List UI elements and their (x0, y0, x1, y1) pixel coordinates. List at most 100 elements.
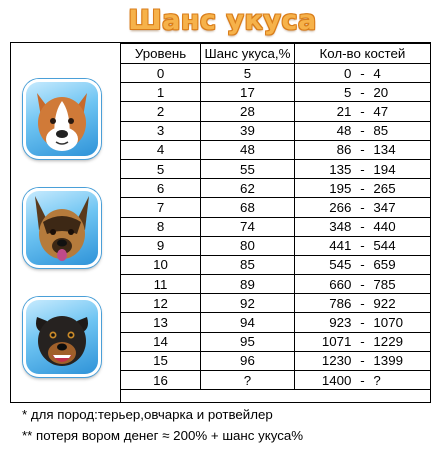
bones-max: 85 (373, 123, 389, 139)
bones-min: 1071 (321, 334, 352, 350)
cell-bite-chance: 17 (200, 82, 295, 103)
range-separator: - (360, 238, 365, 254)
cell-bones-range: 660-785 (293, 274, 432, 295)
bones-min: 441 (329, 238, 352, 254)
table-row: 13 94 923-1070 (119, 312, 432, 333)
table-row: 15 96 1230-1399 (119, 350, 432, 372)
cell-bones-range: 545-659 (293, 254, 432, 276)
bones-max: 4 (373, 65, 381, 81)
cell-level: 10 (119, 254, 202, 276)
footnotes: * для пород:терьер,овчарка и ротвейлер *… (22, 404, 442, 446)
range-separator: - (360, 65, 365, 81)
bones-max: 1070 (373, 315, 403, 331)
bones-max: 544 (373, 238, 396, 254)
cell-level: 11 (119, 274, 202, 295)
cell-bite-chance: ? (200, 369, 295, 391)
table-row: 4 48 86-134 (119, 139, 432, 160)
bones-min: 923 (329, 315, 352, 331)
cell-bite-chance: 62 (200, 178, 295, 199)
range-separator: - (360, 142, 365, 158)
range-separator: - (360, 180, 365, 196)
cell-bones-range: 86-134 (293, 139, 432, 160)
range-separator: - (360, 257, 365, 273)
table-row: 11 89 660-785 (119, 274, 432, 295)
cell-bite-chance: 39 (200, 120, 295, 141)
table-row: 12 92 786-922 (119, 293, 432, 314)
bones-min: 266 (329, 199, 352, 215)
cell-bones-range: 786-922 (293, 293, 432, 314)
cell-bite-chance: 68 (200, 197, 295, 218)
cell-bite-chance: 89 (200, 274, 295, 295)
cell-bones-range: 1071-1229 (293, 331, 432, 352)
cell-level: 5 (119, 158, 202, 180)
range-separator: - (360, 103, 365, 119)
cell-bite-chance: 55 (200, 158, 295, 180)
bones-min: 21 (336, 103, 352, 119)
bones-min: 48 (336, 123, 352, 139)
cell-bones-range: 1230-1399 (293, 350, 432, 372)
table-row: 16? 1400-? (119, 369, 432, 391)
bones-max: 347 (373, 199, 396, 215)
bones-max: 1229 (373, 334, 403, 350)
table-row: 5 55 135-194 (119, 158, 432, 180)
bones-max: 134 (373, 142, 396, 158)
cell-bite-chance: 5 (200, 62, 295, 84)
table-row: 8 74 348-440 (119, 216, 432, 237)
cell-bones-range: 0-4 (293, 62, 432, 84)
table-header-row: Уровень Шанс укуса,% Кол-во костей (119, 43, 432, 64)
cell-bones-range: 348-440 (293, 216, 432, 237)
cell-bite-chance: 80 (200, 235, 295, 256)
cell-level: 12 (119, 293, 202, 314)
bones-max: 1399 (373, 353, 403, 369)
cell-level: 14 (119, 331, 202, 352)
range-separator: - (360, 353, 365, 369)
range-separator: - (360, 84, 365, 100)
range-separator: - (360, 199, 365, 215)
cell-level: 0 (119, 62, 202, 84)
cell-bones-range: 266-347 (293, 197, 432, 218)
range-separator: - (360, 372, 365, 388)
cell-level: 6 (119, 178, 202, 199)
bones-max: 265 (373, 180, 396, 196)
bones-min: 5 (344, 84, 352, 100)
bones-max: 440 (373, 219, 396, 235)
table-row: 1 17 5-20 (119, 82, 432, 103)
bones-min: 1230 (321, 353, 352, 369)
range-separator: - (360, 276, 365, 292)
shepherd-dog-icon (23, 188, 101, 268)
cell-level: 9 (119, 235, 202, 256)
cell-level: 16 (119, 369, 202, 391)
range-separator: - (360, 334, 365, 350)
cell-bones-range: 441-544 (293, 235, 432, 256)
bones-min: 86 (336, 142, 352, 158)
header-level: Уровень (119, 43, 202, 64)
bones-min: 135 (329, 161, 352, 177)
cell-level: 3 (119, 120, 202, 141)
bones-max: 659 (373, 257, 396, 273)
cell-level: 4 (119, 139, 202, 160)
bones-max: 785 (373, 276, 396, 292)
header-bite-chance: Шанс укуса,% (200, 43, 295, 64)
cell-level: 8 (119, 216, 202, 237)
header-bones-count: Кол-во костей (293, 43, 432, 64)
bones-max: 47 (373, 103, 389, 119)
range-separator: - (360, 315, 365, 331)
range-separator: - (360, 219, 365, 235)
table-row: 6 62 195-265 (119, 178, 432, 199)
cell-bite-chance: 94 (200, 312, 295, 333)
table-row: 2 28 21-47 (119, 101, 432, 122)
bones-max: 922 (373, 295, 396, 311)
cell-level: 15 (119, 350, 202, 372)
bones-min: 0 (344, 65, 352, 81)
footnote-breeds: * для пород:терьер,овчарка и ротвейлер (22, 407, 273, 422)
bones-max: 194 (373, 161, 396, 177)
cell-bite-chance: 96 (200, 350, 295, 372)
table-row: 14 95 1071-1229 (119, 331, 432, 352)
bones-max: ? (373, 372, 381, 388)
range-separator: - (360, 123, 365, 139)
bones-min: 786 (329, 295, 352, 311)
terrier-dog-icon (23, 79, 101, 159)
